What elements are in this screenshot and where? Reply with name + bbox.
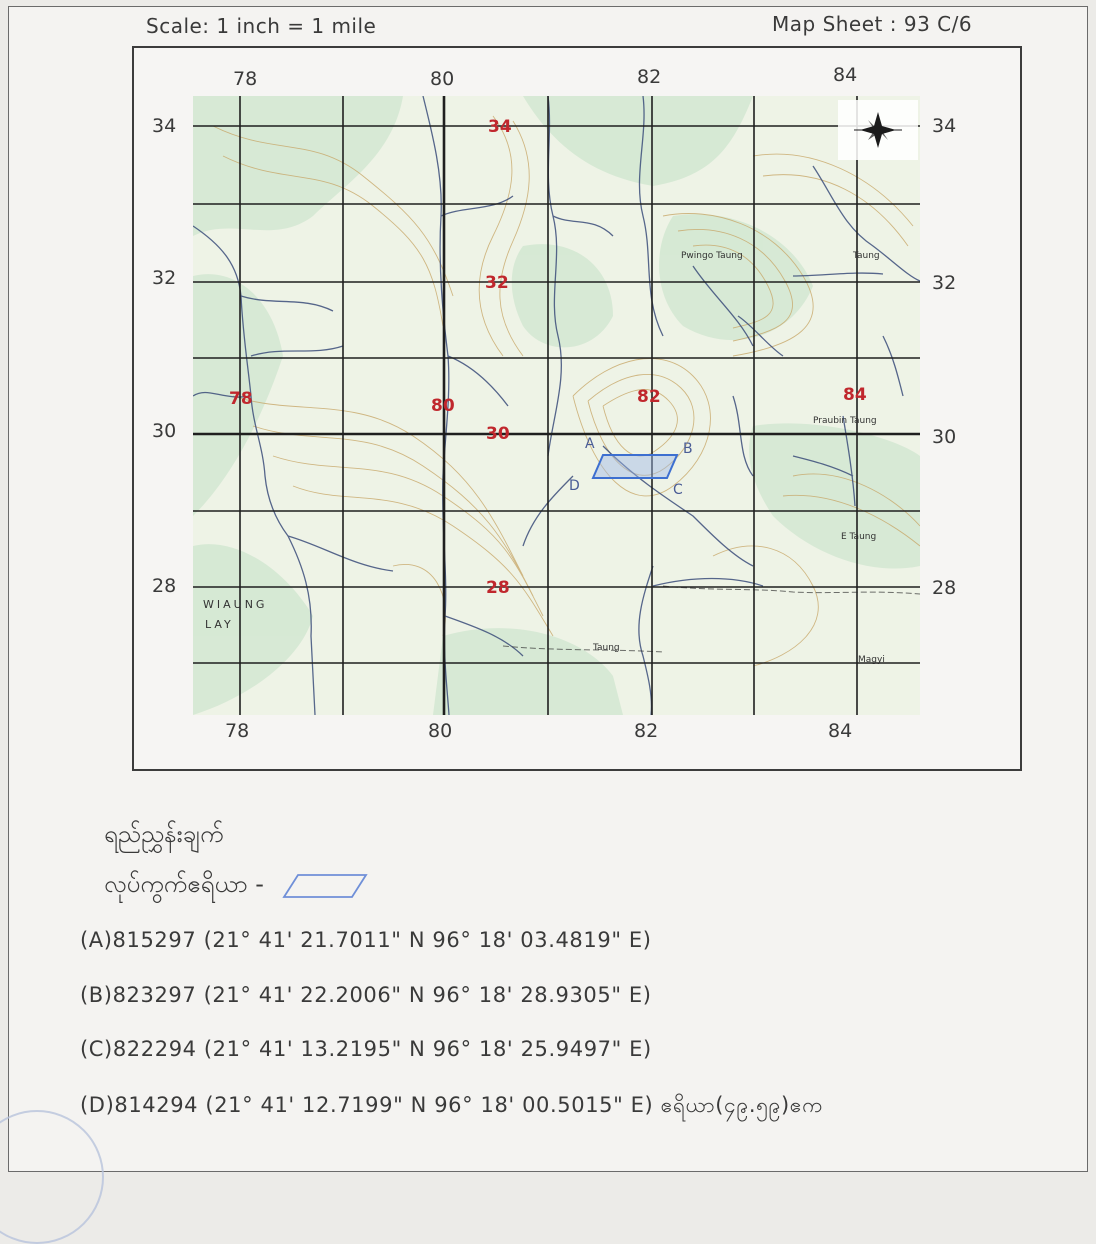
place-label: E Taung [841, 532, 876, 542]
survey-area-polygon [591, 454, 679, 479]
place-label: Pwingo Taung [681, 251, 743, 261]
northing-tick-left: 34 [152, 115, 177, 137]
grid-label-82: 82 [637, 387, 661, 407]
scale-label: Scale: 1 inch = 1 mile [146, 14, 377, 38]
northing-tick-left: 32 [152, 267, 177, 289]
map-sheet-label: Map Sheet : 93 C/6 [772, 12, 973, 36]
place-label: Praubin Taung [813, 416, 877, 426]
legend-parallelogram-icon [282, 874, 368, 898]
easting-tick-top: 78 [233, 68, 258, 90]
point-label-b: B [683, 441, 693, 457]
easting-tick-bottom: 78 [225, 720, 250, 742]
northing-tick-right: 28 [932, 577, 957, 599]
grid-lines [193, 96, 920, 715]
easting-tick-bottom: 84 [828, 720, 853, 742]
coordinate-a: (A)815297 (21° 41' 21.7011" N 96° 18' 03… [80, 928, 652, 952]
easting-tick-top: 84 [833, 64, 858, 86]
point-label-c: C [673, 482, 683, 498]
place-label: Magyi [858, 655, 885, 665]
coordinate-d: (D)814294 (21° 41' 12.7199" N 96° 18' 00… [80, 1093, 824, 1117]
grid-label-group: 34 32 78 80 82 84 30 28 [229, 117, 867, 598]
north-star-icon [838, 100, 918, 160]
point-label-d: D [569, 478, 580, 494]
point-label-a: A [585, 436, 595, 452]
place-label: Taung [852, 251, 880, 261]
place-label: Taung [592, 643, 620, 653]
northing-tick-left: 28 [152, 575, 177, 597]
grid-label-84: 84 [843, 385, 867, 405]
northing-tick-left: 30 [152, 420, 177, 442]
place-label: LAY [205, 618, 234, 631]
easting-tick-top: 82 [637, 66, 662, 88]
coordinate-b: (B)823297 (21° 41' 22.2006" N 96° 18' 28… [80, 983, 652, 1007]
topographic-map: 34 32 78 80 82 84 30 28 A B C D Pwingo T… [193, 96, 920, 715]
northing-tick-right: 30 [932, 426, 957, 448]
northing-tick-right: 32 [932, 272, 957, 294]
grid-label-80: 80 [431, 396, 455, 416]
place-label: WIAUNG [203, 598, 267, 611]
legend-area-row: လုပ်ကွက်ဧရိယာ - [104, 868, 368, 904]
northing-tick-right: 34 [932, 115, 957, 137]
grid-label-34: 34 [488, 117, 512, 137]
roads [502, 585, 920, 653]
easting-tick-bottom: 82 [634, 720, 659, 742]
legend-area-label: လုပ်ကွက်ဧရိယာ - [104, 870, 264, 898]
grid-label-30: 30 [486, 424, 510, 444]
legend-title: ရည်ညွှန်းချက် [104, 820, 224, 848]
grid-label-78: 78 [229, 389, 253, 409]
easting-tick-top: 80 [430, 68, 455, 90]
coordinate-c: (C)822294 (21° 41' 13.2195" N 96° 18' 25… [80, 1037, 652, 1061]
point-label-group: A B C D [569, 436, 693, 498]
grid-label-28: 28 [486, 578, 510, 598]
easting-tick-bottom: 80 [428, 720, 453, 742]
grid-label-32: 32 [485, 273, 509, 293]
place-label-group: Pwingo Taung Taung Praubin Taung E Taung… [203, 251, 885, 665]
